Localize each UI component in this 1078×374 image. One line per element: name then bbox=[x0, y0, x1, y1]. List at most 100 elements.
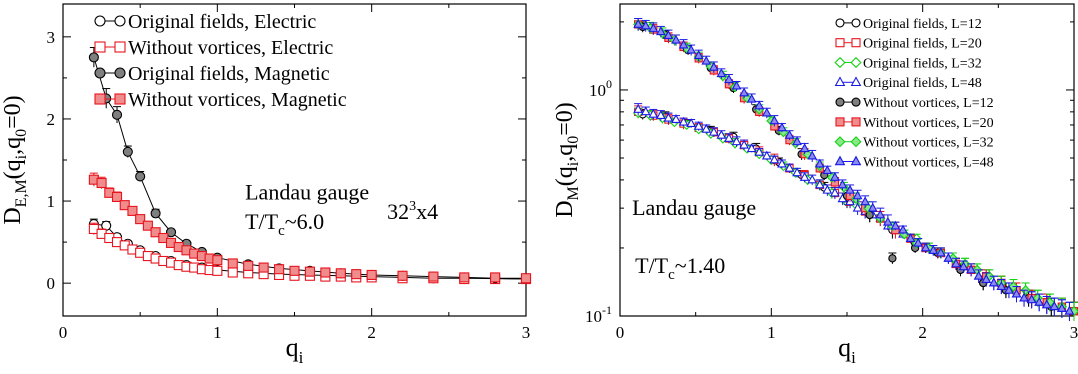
series-8 bbox=[633, 18, 1075, 322]
x-tick-label: 2 bbox=[367, 323, 376, 342]
legend-label: Without vortices, Magnetic bbox=[128, 89, 347, 111]
data-point bbox=[678, 116, 689, 126]
data-point bbox=[351, 269, 362, 280]
data-point bbox=[212, 265, 223, 276]
data-point bbox=[746, 143, 757, 153]
legend-marker bbox=[835, 117, 845, 127]
annotation: Landau gauge bbox=[245, 179, 369, 204]
data-point bbox=[397, 270, 408, 281]
data-point bbox=[716, 68, 727, 78]
data-point bbox=[648, 108, 659, 118]
data-point bbox=[913, 237, 924, 247]
y-tick-label: 3 bbox=[47, 28, 56, 47]
legend-marker bbox=[851, 117, 861, 127]
data-point bbox=[150, 227, 161, 238]
legend-label: Original fields, L=12 bbox=[863, 17, 982, 32]
panel-1: 0 1 2 3 0 1 2 3 qi DE,M(qi,q0=0) Landau gauge T/Tc~… bbox=[0, 3, 532, 367]
data-point bbox=[648, 23, 659, 32]
data-point bbox=[708, 126, 719, 136]
data-point bbox=[996, 281, 1007, 290]
legend-marker bbox=[114, 15, 126, 27]
data-point bbox=[754, 100, 765, 110]
y-axis-label: DM(qi,q0=0) bbox=[552, 102, 582, 218]
x-tick-label: 3 bbox=[1070, 323, 1078, 342]
data-point bbox=[320, 267, 331, 278]
data-point bbox=[1026, 294, 1037, 304]
data-point bbox=[335, 268, 346, 279]
data-point bbox=[958, 261, 969, 271]
data-point bbox=[724, 133, 734, 142]
data-point bbox=[663, 30, 674, 40]
data-point bbox=[119, 200, 130, 211]
data-point bbox=[150, 208, 161, 219]
data-point bbox=[135, 171, 146, 182]
data-point bbox=[890, 220, 901, 230]
legend-marker bbox=[834, 155, 846, 166]
data-point bbox=[243, 260, 254, 271]
legend-marker bbox=[850, 56, 862, 69]
legend-marker bbox=[835, 38, 845, 48]
y-tick-label: 0 bbox=[47, 274, 56, 293]
data-point bbox=[784, 129, 795, 139]
data-point bbox=[304, 266, 315, 277]
data-point bbox=[686, 118, 697, 128]
data-point bbox=[920, 242, 931, 252]
data-point bbox=[165, 227, 177, 238]
x-tick-label: 0 bbox=[616, 323, 625, 342]
annotation: T/Tc~6.0 bbox=[245, 209, 324, 239]
data-point bbox=[867, 202, 878, 212]
legend-label: Original fields, Electric bbox=[128, 11, 316, 33]
data-point bbox=[799, 172, 810, 181]
data-point bbox=[769, 115, 780, 125]
legend-marker bbox=[851, 18, 861, 28]
data-point bbox=[860, 196, 871, 206]
data-point bbox=[875, 209, 886, 219]
legend-marker bbox=[114, 93, 126, 105]
x-tick-label: 0 bbox=[59, 323, 68, 342]
data-point bbox=[852, 202, 863, 212]
data-point bbox=[951, 258, 961, 268]
data-point bbox=[792, 167, 802, 177]
data-point bbox=[739, 87, 749, 97]
data-point bbox=[792, 136, 802, 146]
annotation: T/Tc~1.40 bbox=[635, 253, 725, 283]
data-point bbox=[693, 120, 704, 130]
series-4 bbox=[88, 172, 532, 284]
data-point bbox=[754, 146, 765, 156]
data-point bbox=[777, 122, 787, 132]
x-tick-label: 1 bbox=[213, 323, 222, 342]
data-point bbox=[988, 277, 999, 287]
data-point bbox=[111, 191, 123, 202]
legend-marker bbox=[851, 38, 861, 48]
data-point bbox=[837, 179, 848, 189]
data-point bbox=[274, 264, 285, 275]
data-point bbox=[693, 50, 704, 59]
data-point bbox=[135, 214, 146, 225]
data-point bbox=[807, 150, 818, 160]
data-point bbox=[822, 165, 833, 174]
data-point bbox=[289, 265, 300, 276]
data-point bbox=[366, 269, 377, 280]
data-point bbox=[671, 114, 681, 123]
legend-label: Original fields, L=32 bbox=[863, 56, 982, 71]
data-point bbox=[88, 52, 99, 63]
data-point bbox=[807, 174, 818, 184]
legend-marker bbox=[94, 67, 106, 79]
y-tick-label: 2 bbox=[47, 110, 56, 129]
data-point bbox=[227, 258, 238, 269]
data-point bbox=[845, 184, 855, 194]
legend-marker bbox=[850, 76, 862, 87]
data-point bbox=[1049, 301, 1060, 311]
data-point bbox=[212, 255, 223, 266]
legend-marker bbox=[850, 155, 862, 166]
legend-marker bbox=[114, 67, 126, 79]
data-point bbox=[1019, 292, 1029, 302]
y-tick-label: 10-1 bbox=[585, 303, 612, 326]
data-point bbox=[777, 158, 787, 168]
data-point bbox=[633, 103, 644, 113]
x-axis-label: qi bbox=[286, 333, 304, 367]
data-point bbox=[973, 270, 984, 280]
annotation: Landau gauge bbox=[632, 195, 756, 220]
data-point bbox=[258, 262, 269, 273]
data-point bbox=[227, 267, 238, 278]
